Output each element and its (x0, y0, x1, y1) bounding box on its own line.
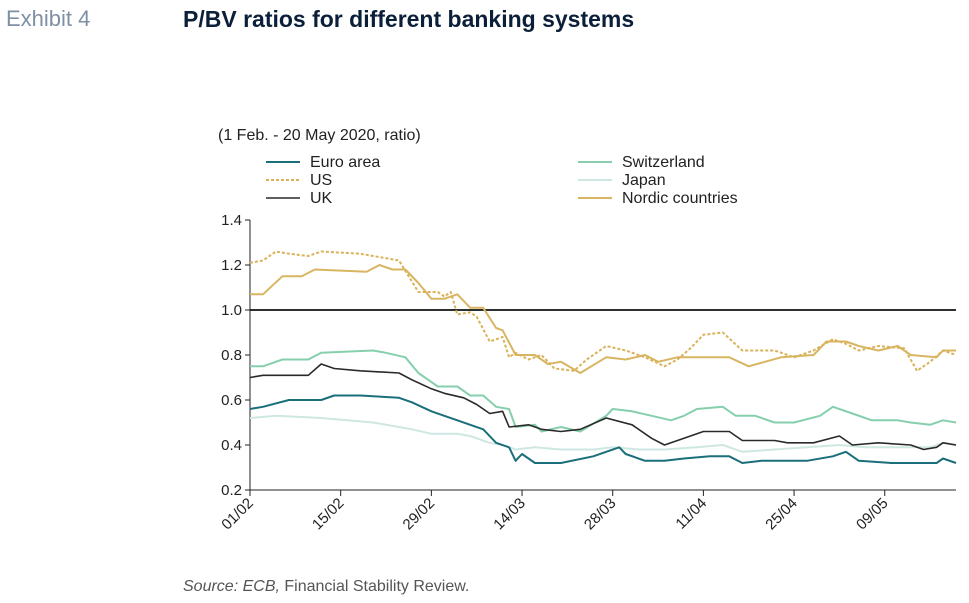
x-tick-label: 15/02 (309, 495, 348, 534)
y-tick-label: 0.4 (221, 437, 242, 454)
x-tick-label: 28/03 (581, 495, 620, 534)
series-line-japan (249, 414, 957, 453)
y-tick-label: 0.8 (221, 347, 242, 364)
x-tick-label: 29/02 (400, 495, 439, 534)
series-line-switzerland (250, 349, 957, 433)
series-line-nordic-countries (250, 264, 956, 374)
legend-label-japan: Japan (622, 172, 666, 189)
series-line-uk (249, 363, 957, 451)
source-note: Source: ECB, Financial Stability Review. (183, 578, 469, 596)
y-tick-label: 0.2 (221, 482, 242, 499)
y-tick-label: 1.0 (221, 302, 242, 319)
chart-subtitle: (1 Feb. - 20 May 2020, ratio) (218, 127, 421, 144)
legend-label-uk: UK (310, 190, 333, 207)
source-italic: Source: ECB, (183, 578, 280, 595)
series-line-us (249, 250, 957, 372)
legend-label-switzerland: Switzerland (622, 154, 705, 171)
legend-label-nordic-countries: Nordic countries (622, 190, 738, 207)
x-tick-label: 09/05 (853, 495, 892, 534)
y-tick-label: 1.2 (221, 257, 242, 274)
y-axis: 0.2 0.4 0.6 0.8 1.0 1.2 1.4 (221, 212, 251, 499)
x-tick-label: 25/04 (762, 495, 801, 534)
legend-label-euro-area: Euro area (310, 154, 380, 171)
x-tick-label: 14/03 (490, 495, 529, 534)
chart-title: P/BV ratios for different banking system… (183, 6, 635, 32)
x-tick-label: 11/04 (672, 495, 710, 533)
series-line-euro-area (249, 394, 957, 464)
x-tick-label: 01/02 (218, 495, 257, 534)
plot-area (249, 250, 957, 464)
x-axis: 01/02 15/02 29/02 14/03 28/03 11/04 25/04 09/05 (218, 489, 956, 534)
source-rest: Financial Stability Review. (279, 578, 470, 595)
y-tick-label: 0.6 (221, 392, 242, 409)
legend-label-us: US (310, 172, 332, 189)
y-tick-label: 1.4 (221, 212, 242, 229)
exhibit-label: Exhibit 4 (6, 6, 91, 31)
